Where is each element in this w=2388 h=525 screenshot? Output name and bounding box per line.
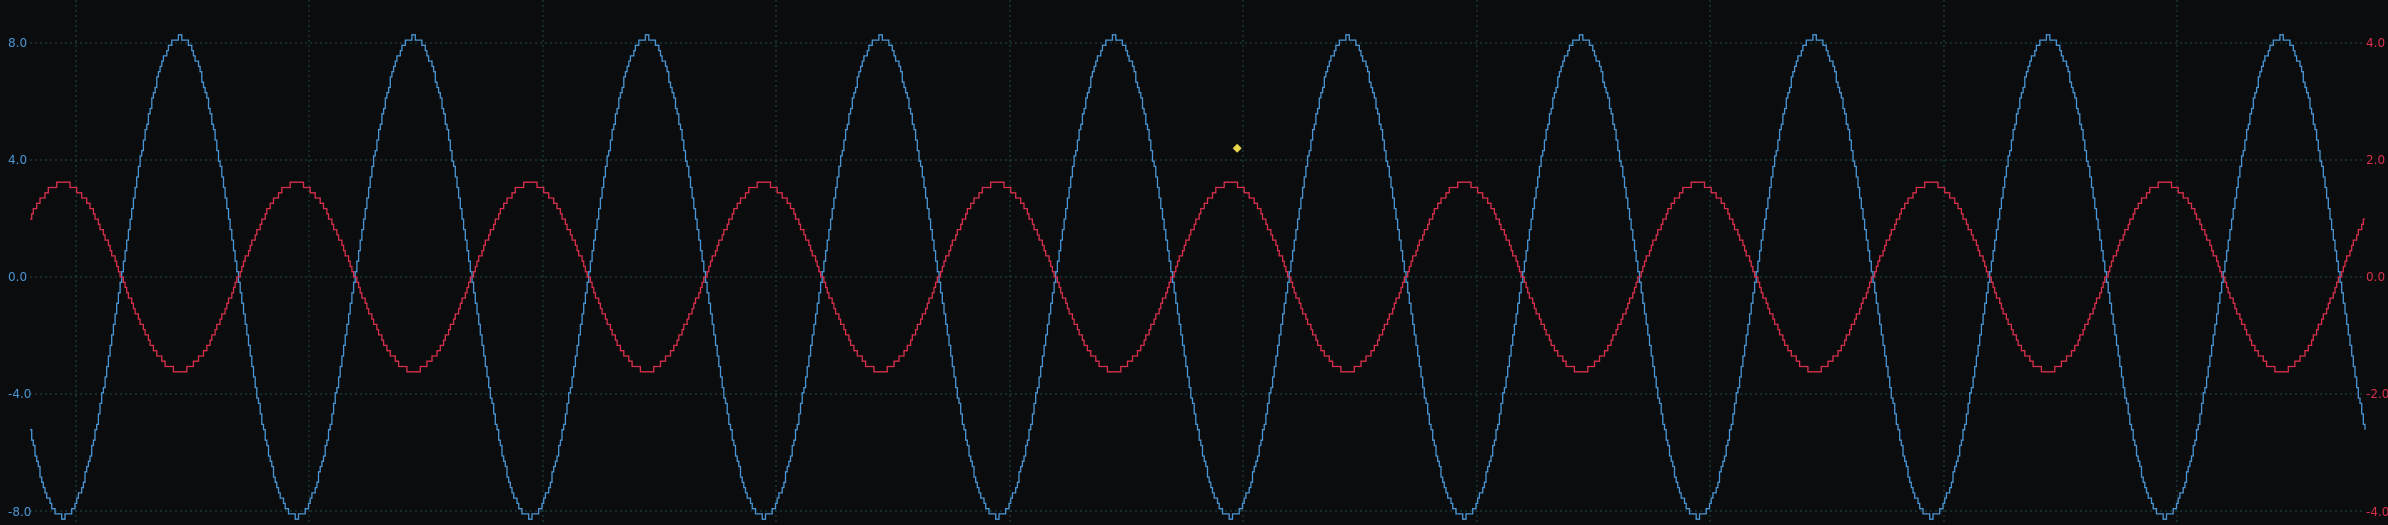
left-tick-label: -8.0 [8, 505, 31, 519]
left-tick-label: 8.0 [8, 36, 27, 50]
left-axis-ticks: 8.0 4.0 0.0 -4.0 -8.0 [8, 36, 31, 519]
series-layer [30, 34, 2366, 520]
red-sine-series [30, 181, 2365, 373]
left-tick-label: -4.0 [8, 387, 31, 401]
marker-layer [1232, 143, 1242, 153]
right-tick-label: -4.0 [2366, 505, 2388, 519]
left-tick-label: 0.0 [8, 270, 27, 284]
right-tick-label: 4.0 [2366, 36, 2385, 50]
chart-grid [30, 0, 2365, 525]
blue-sine-series [30, 34, 2366, 520]
left-tick-label: 4.0 [8, 153, 27, 167]
cursor-marker [1232, 143, 1242, 153]
right-tick-label: 0.0 [2366, 270, 2385, 284]
right-axis-ticks: 4.0 2.0 0.0 -2.0 -4.0 [2366, 36, 2388, 519]
right-tick-label: 2.0 [2366, 153, 2385, 167]
right-tick-label: -2.0 [2366, 387, 2388, 401]
